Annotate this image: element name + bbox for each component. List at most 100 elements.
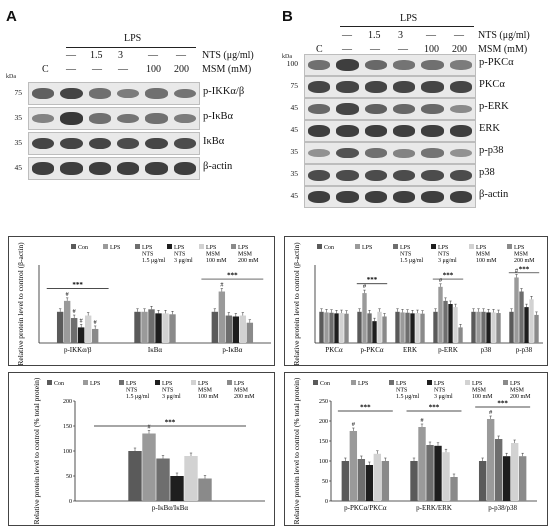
legend-swatch bbox=[355, 244, 360, 249]
panel-b-msm-3: — bbox=[398, 44, 408, 55]
legend-label: NTS bbox=[438, 252, 449, 258]
panel-a-nts-2: 1.5 bbox=[90, 50, 103, 61]
bar bbox=[410, 461, 418, 501]
bar bbox=[524, 307, 529, 343]
significance-hash: # bbox=[80, 317, 84, 324]
legend-label: 3 μg/ml bbox=[162, 394, 181, 400]
chart-panel-3: Con LPS LPS NTS 1.5 μg/ml LPS NTS 3 μg/ml LPS MSM… bbox=[8, 372, 275, 526]
bar bbox=[225, 315, 233, 343]
significance-stars: *** bbox=[367, 276, 378, 284]
significance-stars: *** bbox=[519, 265, 530, 273]
bar bbox=[478, 461, 487, 501]
legend-label: MSM bbox=[476, 252, 491, 258]
panel-b-protein-label-4: p-p38 bbox=[479, 145, 504, 156]
panel-a-nts-1: — bbox=[66, 50, 76, 61]
legend-label: LPS bbox=[126, 381, 136, 387]
bar bbox=[426, 445, 434, 501]
panel-b-msm-1: — bbox=[342, 44, 352, 55]
panel-b-band bbox=[364, 169, 387, 181]
legend-label: NTS bbox=[162, 388, 173, 394]
legend-label: 3 μg/ml bbox=[434, 394, 453, 400]
panel-a-band bbox=[32, 113, 55, 124]
panel-b-blot-3 bbox=[304, 120, 476, 142]
panel-b-kda-label: kDa bbox=[282, 54, 292, 60]
y-tick-label: 250 bbox=[319, 399, 328, 405]
panel-b-band bbox=[449, 191, 472, 203]
bar bbox=[211, 311, 219, 343]
legend-swatch bbox=[103, 244, 108, 249]
category-label: p-ERK/ERK bbox=[416, 504, 452, 512]
panel-b-blot-4 bbox=[304, 142, 476, 164]
legend-label: LPS bbox=[234, 381, 244, 387]
bar bbox=[529, 299, 534, 343]
category-label: p-p38/p38 bbox=[488, 504, 517, 512]
panel-b-nts-5: — bbox=[454, 30, 464, 41]
category-label: p-PKCα/PKCα bbox=[344, 504, 387, 512]
bar bbox=[494, 439, 503, 501]
panel-b-band bbox=[449, 148, 472, 158]
legend-swatch bbox=[503, 380, 508, 385]
bar bbox=[405, 312, 410, 343]
category-label: ERK bbox=[403, 346, 417, 354]
bar bbox=[334, 313, 339, 343]
panel-b-band bbox=[449, 60, 472, 70]
panel-a-blot-1 bbox=[28, 107, 200, 130]
bar bbox=[324, 312, 329, 343]
legend-swatch bbox=[313, 380, 318, 385]
bar bbox=[502, 456, 511, 501]
bar bbox=[319, 311, 324, 343]
panel-a-kda-label: kDa bbox=[6, 74, 16, 80]
bar bbox=[453, 307, 458, 343]
panel-b-lps-label: LPS bbox=[400, 13, 418, 24]
legend-swatch bbox=[71, 244, 76, 249]
bar bbox=[491, 312, 496, 343]
legend-label: MSM bbox=[198, 388, 213, 394]
panel-b-label: B bbox=[282, 8, 293, 25]
panel-a-band bbox=[145, 162, 168, 175]
panel-b-band bbox=[336, 125, 359, 137]
y-tick-label: 200 bbox=[63, 399, 72, 405]
category-label: p-PKCα bbox=[360, 346, 383, 354]
legend-swatch bbox=[393, 244, 398, 249]
panel-b-nts-label: NTS (μg/ml) bbox=[478, 30, 530, 41]
panel-b-mw-2: 45 bbox=[290, 103, 299, 112]
bar bbox=[415, 313, 420, 343]
panel-b-band bbox=[336, 169, 359, 181]
y-axis-label: Relative protein level to control (β-act… bbox=[16, 242, 25, 365]
bar bbox=[141, 311, 148, 343]
bar bbox=[246, 322, 254, 343]
panel-b-mw-1: 75 bbox=[290, 81, 299, 90]
legend-label: MSM bbox=[472, 388, 487, 394]
panel-b-band bbox=[421, 191, 444, 203]
significance-stars: *** bbox=[429, 404, 440, 412]
legend-swatch bbox=[191, 380, 196, 385]
panel-b-mw-4: 35 bbox=[290, 147, 299, 156]
legend-label: LPS bbox=[90, 381, 100, 387]
bar bbox=[367, 313, 372, 343]
legend-label: 3 μg/ml bbox=[438, 258, 457, 264]
legend-label: LPS bbox=[438, 245, 448, 251]
legend-swatch bbox=[83, 380, 88, 385]
panel-b-msm-2: — bbox=[370, 44, 380, 55]
legend-label: LPS bbox=[434, 381, 444, 387]
panel-a-mw-0: 75 bbox=[14, 87, 23, 97]
bar bbox=[443, 300, 448, 343]
panel-b-band bbox=[308, 104, 331, 114]
panel-a-band bbox=[60, 87, 83, 100]
panel-b-band bbox=[449, 81, 472, 93]
bar bbox=[410, 313, 415, 343]
significance-stars: *** bbox=[165, 419, 176, 427]
panel-b-band bbox=[393, 125, 416, 137]
category-label: p-IκBα/IκBα bbox=[152, 504, 188, 512]
bar bbox=[232, 316, 240, 343]
panel-a-blot-2 bbox=[28, 132, 200, 155]
panel-b-band bbox=[308, 81, 331, 93]
legend-label: NTS bbox=[142, 252, 153, 258]
panel-a-band bbox=[60, 162, 83, 175]
category-label: PKCα bbox=[325, 346, 343, 354]
legend-swatch bbox=[119, 380, 124, 385]
bar bbox=[329, 312, 334, 343]
legend-label: Con bbox=[320, 381, 330, 387]
bar bbox=[450, 477, 458, 501]
bar bbox=[77, 327, 85, 343]
